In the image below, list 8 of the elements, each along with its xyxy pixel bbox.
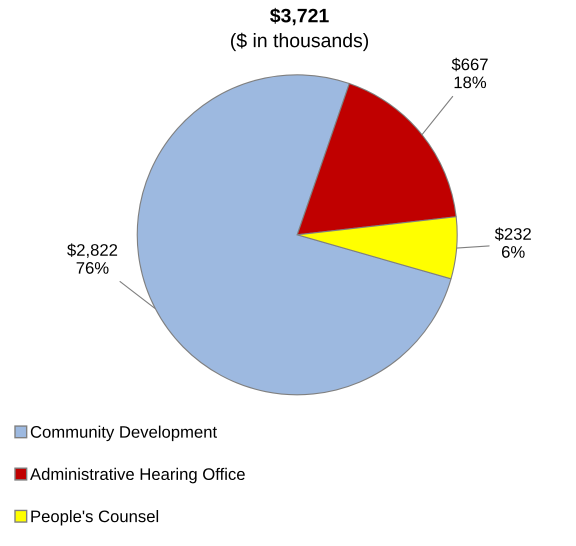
data-label: $667 18%: [452, 58, 488, 88]
legend-label: Administrative Hearing Office: [30, 468, 245, 484]
chart-subtitle: ($ in thousands): [231, 32, 368, 52]
chart-title: $3,721: [270, 8, 329, 26]
legend-label: People's Counsel: [31, 510, 158, 526]
legend-label: Community Development: [30, 426, 217, 442]
data-label: $2,822 76%: [67, 243, 118, 274]
data-label: $232 6%: [494, 227, 531, 258]
